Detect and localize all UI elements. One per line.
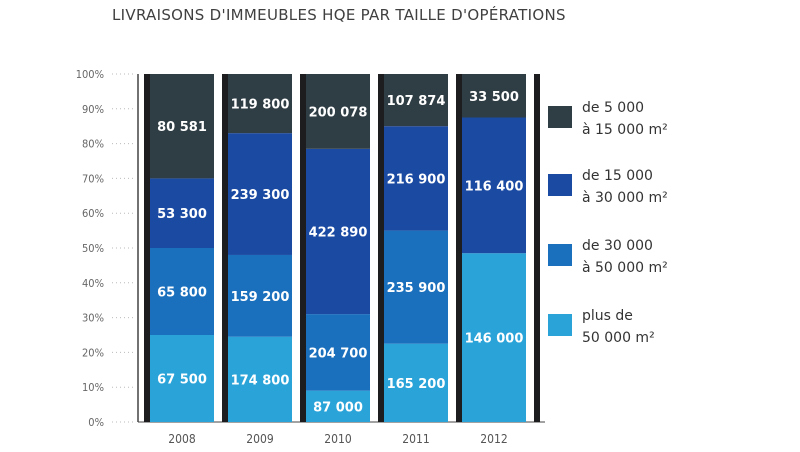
y-tick-label: 50% (82, 242, 104, 255)
bar-separator (534, 74, 540, 422)
bar-segment (150, 335, 214, 422)
bars: 67 500 65 800 53 300 80 581 174 800 159 200 23… (144, 74, 540, 422)
legend-label: de 30 000 (582, 238, 653, 254)
data-label: 87 000 (313, 400, 363, 415)
bar-segment (306, 148, 370, 315)
chart-title: LIVRAISONS D'IMMEUBLES HQE PAR TAILLE D'… (112, 5, 566, 24)
bar-segment (306, 390, 370, 422)
x-tick-label: 2010 (324, 432, 352, 446)
data-label: 119 800 (231, 98, 290, 113)
legend-label: 50 000 m² (582, 330, 655, 346)
data-label: 107 874 (387, 94, 446, 109)
y-tick-label: 70% (82, 172, 104, 185)
legend-label: à 30 000 m² (582, 190, 668, 206)
bar-segment (384, 74, 448, 127)
bar-segment (462, 253, 526, 422)
data-label: 53 300 (157, 207, 207, 222)
x-tick-label: 2008 (168, 432, 196, 446)
legend: de 5 000 à 15 000 m² de 15 000 à 30 000 m² d… (548, 100, 668, 346)
bar-segment (150, 74, 214, 179)
bar-segment (306, 314, 370, 391)
data-label: 239 300 (231, 188, 290, 203)
data-label: 165 200 (387, 377, 446, 392)
bar-segment (306, 74, 370, 149)
data-label: 80 581 (157, 120, 207, 135)
bar-separator (144, 74, 150, 422)
bar-segment (384, 230, 448, 344)
bar-segment (228, 254, 292, 337)
data-label: 146 000 (465, 332, 524, 347)
legend-swatch (548, 106, 572, 128)
legend-label: de 5 000 (582, 100, 644, 116)
bar-segment (384, 126, 448, 231)
bar-separator (456, 74, 462, 422)
y-tick-label: 0% (88, 416, 104, 429)
legend-swatch (548, 244, 572, 266)
y-tick-label: 60% (82, 207, 104, 220)
data-label: 33 500 (469, 90, 519, 105)
x-tick-label: 2012 (480, 432, 507, 446)
bar-segment (150, 248, 214, 335)
data-label: 67 500 (157, 373, 207, 388)
bar-segment (462, 74, 526, 118)
bar-segment (228, 336, 292, 422)
x-tick-label: 2011 (402, 432, 429, 446)
data-label: 116 400 (465, 179, 524, 194)
data-label: 65 800 (157, 286, 207, 301)
y-tick-label: 20% (82, 346, 104, 359)
y-tick-label: 80% (82, 138, 104, 151)
data-label: 422 890 (309, 225, 368, 240)
legend-label: de 15 000 (582, 168, 653, 184)
data-label: 204 700 (309, 346, 368, 361)
bar-segment (228, 133, 292, 255)
bar-separator (300, 74, 306, 422)
y-tick-label: 90% (82, 103, 104, 116)
data-label: 174 800 (231, 373, 290, 388)
bar-segment (150, 178, 214, 248)
legend-swatch (548, 314, 572, 336)
legend-label: à 50 000 m² (582, 260, 668, 276)
bar-segment (228, 74, 292, 134)
data-label: 216 900 (387, 172, 446, 187)
bar-segment (462, 117, 526, 254)
y-tick-label: 30% (82, 312, 104, 325)
x-axis: 2008 2009 2010 2011 2012 (168, 432, 507, 446)
data-label: 235 900 (387, 281, 446, 296)
y-tick-label: 40% (82, 277, 104, 290)
bar-separator (222, 74, 228, 422)
legend-swatch (548, 174, 572, 196)
data-label: 159 200 (231, 290, 290, 305)
y-tick-label: 100% (76, 68, 104, 81)
x-tick-label: 2009 (246, 432, 274, 446)
legend-label: plus de (582, 308, 633, 324)
bar-segment (384, 343, 448, 422)
legend-label: à 15 000 m² (582, 122, 668, 138)
y-tick-label: 10% (82, 381, 104, 394)
data-label: 200 078 (309, 105, 368, 120)
bar-separator (378, 74, 384, 422)
